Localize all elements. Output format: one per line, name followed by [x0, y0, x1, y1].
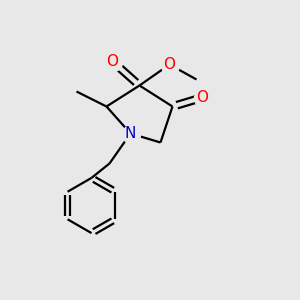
Text: O: O [164, 57, 175, 72]
Text: O: O [106, 54, 119, 69]
Text: O: O [196, 90, 208, 105]
Text: N: N [125, 126, 136, 141]
